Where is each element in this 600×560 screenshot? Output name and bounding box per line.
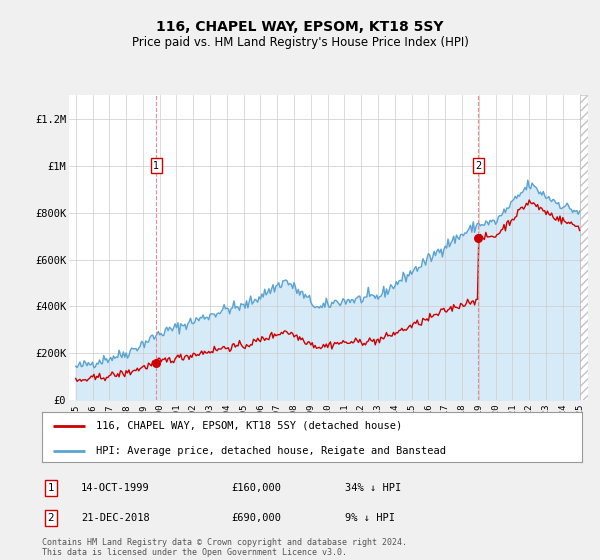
Text: Price paid vs. HM Land Registry's House Price Index (HPI): Price paid vs. HM Land Registry's House … — [131, 36, 469, 49]
Text: £690,000: £690,000 — [231, 513, 281, 523]
Text: 21-DEC-2018: 21-DEC-2018 — [81, 513, 150, 523]
Text: 1: 1 — [153, 161, 159, 171]
Text: 2: 2 — [475, 161, 481, 171]
Text: 116, CHAPEL WAY, EPSOM, KT18 5SY (detached house): 116, CHAPEL WAY, EPSOM, KT18 5SY (detach… — [96, 421, 402, 431]
Text: HPI: Average price, detached house, Reigate and Banstead: HPI: Average price, detached house, Reig… — [96, 446, 446, 456]
Text: £160,000: £160,000 — [231, 483, 281, 493]
Text: 9% ↓ HPI: 9% ↓ HPI — [345, 513, 395, 523]
Text: Contains HM Land Registry data © Crown copyright and database right 2024.
This d: Contains HM Land Registry data © Crown c… — [42, 538, 407, 557]
Text: 2: 2 — [47, 513, 55, 523]
Text: 1: 1 — [47, 483, 55, 493]
Text: 34% ↓ HPI: 34% ↓ HPI — [345, 483, 401, 493]
Text: 14-OCT-1999: 14-OCT-1999 — [81, 483, 150, 493]
Text: 116, CHAPEL WAY, EPSOM, KT18 5SY: 116, CHAPEL WAY, EPSOM, KT18 5SY — [156, 20, 444, 34]
Point — [151, 358, 161, 367]
Point — [473, 234, 483, 243]
